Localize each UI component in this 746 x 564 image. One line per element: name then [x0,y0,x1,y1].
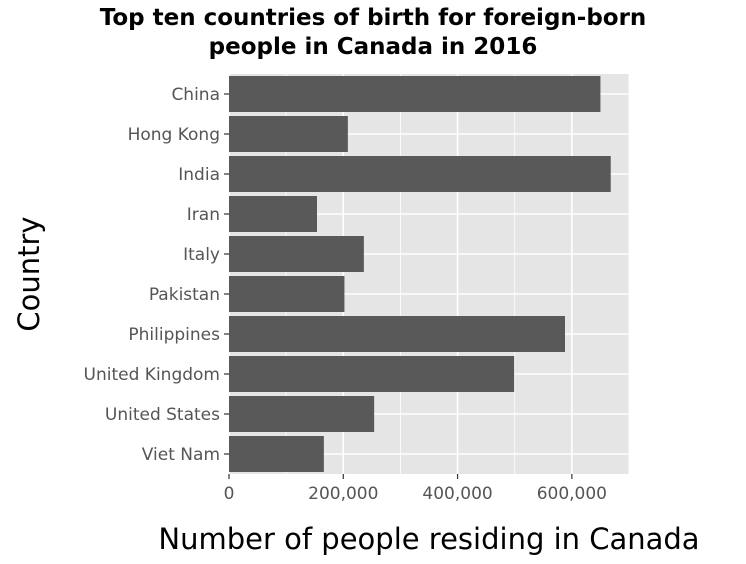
bar-viet-nam [229,436,324,472]
bar-china [229,76,601,112]
bar-italy [229,236,364,272]
bars [229,76,611,472]
y-tick-label: China [171,85,220,105]
y-tick-label: Philippines [128,325,220,345]
y-tick-label: United Kingdom [84,365,220,385]
x-axis: 0 200,000 400,000 600,000 [224,474,607,504]
y-tick-label: United States [105,405,220,425]
x-tick-label: 600,000 [537,484,607,504]
bar-pakistan [229,276,345,312]
bar-united-kingdom [229,356,515,392]
bar-united-states [229,396,375,432]
x-axis-title: Number of people residing in Canada [158,522,699,556]
bar-philippines [229,316,565,352]
bar-hong-kong [229,116,348,152]
x-tick-label: 200,000 [308,484,378,504]
chart-title: Top ten countries of birth for foreign-b… [99,5,647,60]
y-tick-label: Iran [187,205,220,225]
x-tick-label: 0 [224,484,235,504]
bar-iran [229,196,317,232]
y-tick-label: Hong Kong [128,125,220,145]
y-axis-title: Country [12,216,46,331]
y-tick-label: India [178,165,220,185]
y-tick-label: Italy [183,245,220,265]
bar-india [229,156,611,192]
x-tick-label: 400,000 [422,484,492,504]
y-axis: China Hong Kong India Iran Italy Pakistan Phil… [84,85,229,465]
y-tick-label: Viet Nam [142,445,220,465]
y-tick-label: Pakistan [149,285,220,305]
